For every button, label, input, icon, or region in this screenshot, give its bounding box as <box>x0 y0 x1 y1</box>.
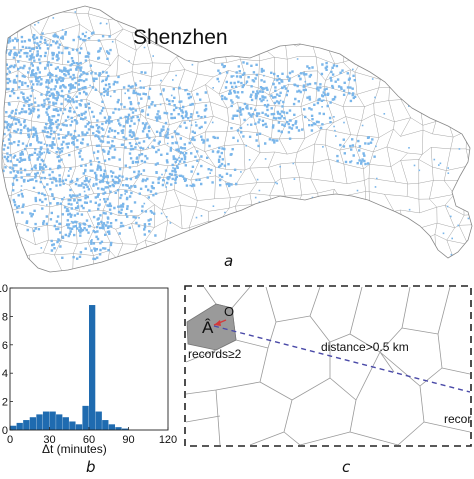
city-boundary <box>1 5 473 273</box>
histogram-bar <box>36 414 43 430</box>
record-dots <box>2 6 472 272</box>
histogram-bar <box>56 414 63 430</box>
histogram-bar <box>115 427 122 430</box>
x-tick-label: 60 <box>83 434 95 446</box>
zoom-panel: Â O records≥2 distance>0.5 km recor c <box>180 282 474 476</box>
histogram-bar <box>102 420 109 430</box>
histogram-bar <box>121 428 129 430</box>
y-tick-label: 4 <box>2 368 8 380</box>
right-label: recor <box>444 412 472 426</box>
histogram-bar <box>23 420 30 430</box>
histogram-bar <box>82 405 89 430</box>
histogram-bar <box>29 417 37 430</box>
histogram-ticks: 0 30 60 90 120 0 2 4 6 8 10 <box>0 283 177 446</box>
panel-c-letter: c <box>342 458 351 476</box>
histogram-bar <box>16 422 23 430</box>
zoom-svg <box>184 285 472 447</box>
map-svg <box>1 5 473 273</box>
histogram-bar <box>62 417 69 430</box>
x-tick-label: 90 <box>122 434 134 446</box>
histogram-bar <box>69 421 76 430</box>
record-dot-field <box>2 6 472 272</box>
y-tick-label: 0 <box>2 425 8 437</box>
histogram-svg: 0 30 60 90 120 0 2 4 6 8 10 <box>0 283 177 446</box>
panel-a-letter: a <box>224 252 234 270</box>
histogram-bar <box>10 425 17 430</box>
x-tick-label: 120 <box>159 434 177 446</box>
x-axis-label: Δt (minutes) <box>42 442 107 456</box>
histogram-bars <box>10 305 129 430</box>
records-label: records≥2 <box>188 347 242 361</box>
panel-b-letter: b <box>86 458 96 476</box>
histogram-panel: 0 30 60 90 120 0 2 4 6 8 10 Δt (minutes) b <box>0 282 180 476</box>
x-tick-label: 30 <box>43 434 55 446</box>
distance-line <box>213 325 470 393</box>
histogram-bar <box>49 411 56 430</box>
arrow-head <box>214 320 221 326</box>
city-label: Shenzhen <box>133 26 228 49</box>
y-tick-label: 2 <box>2 397 8 409</box>
histogram-bar <box>89 305 96 430</box>
zoom-frame <box>184 285 472 447</box>
histogram-bar <box>108 424 116 430</box>
cell-marker: Â <box>202 318 214 337</box>
histogram-bar <box>42 411 50 430</box>
zoom-voronoi-cells <box>186 287 470 445</box>
zoom-mesh <box>186 287 470 445</box>
y-tick-label: 6 <box>2 340 8 352</box>
highlight-cell <box>186 303 237 351</box>
distance-label: distance>0.5 km <box>321 340 409 354</box>
y-tick-label: 8 <box>2 311 8 323</box>
y-tick-label: 10 <box>0 283 8 295</box>
origin-label: O <box>224 304 235 319</box>
histogram-bar <box>75 424 83 430</box>
shenzhen-map: Shenzhen a <box>1 5 473 273</box>
x-tick-label: 0 <box>7 434 13 446</box>
histogram-bar <box>95 411 102 430</box>
